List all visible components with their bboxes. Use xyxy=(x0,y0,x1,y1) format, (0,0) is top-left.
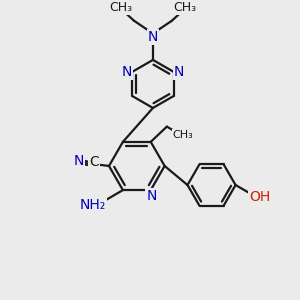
Text: CH₃: CH₃ xyxy=(172,130,193,140)
Text: CH₃: CH₃ xyxy=(174,1,197,14)
Text: N: N xyxy=(122,65,132,79)
Text: N: N xyxy=(146,189,157,203)
Text: N: N xyxy=(148,30,158,44)
Text: CH₃: CH₃ xyxy=(109,1,132,14)
Text: C: C xyxy=(89,155,99,170)
Text: N: N xyxy=(73,154,84,168)
Text: OH: OH xyxy=(249,190,270,204)
Text: NH₂: NH₂ xyxy=(80,198,106,212)
Text: N: N xyxy=(174,65,184,79)
